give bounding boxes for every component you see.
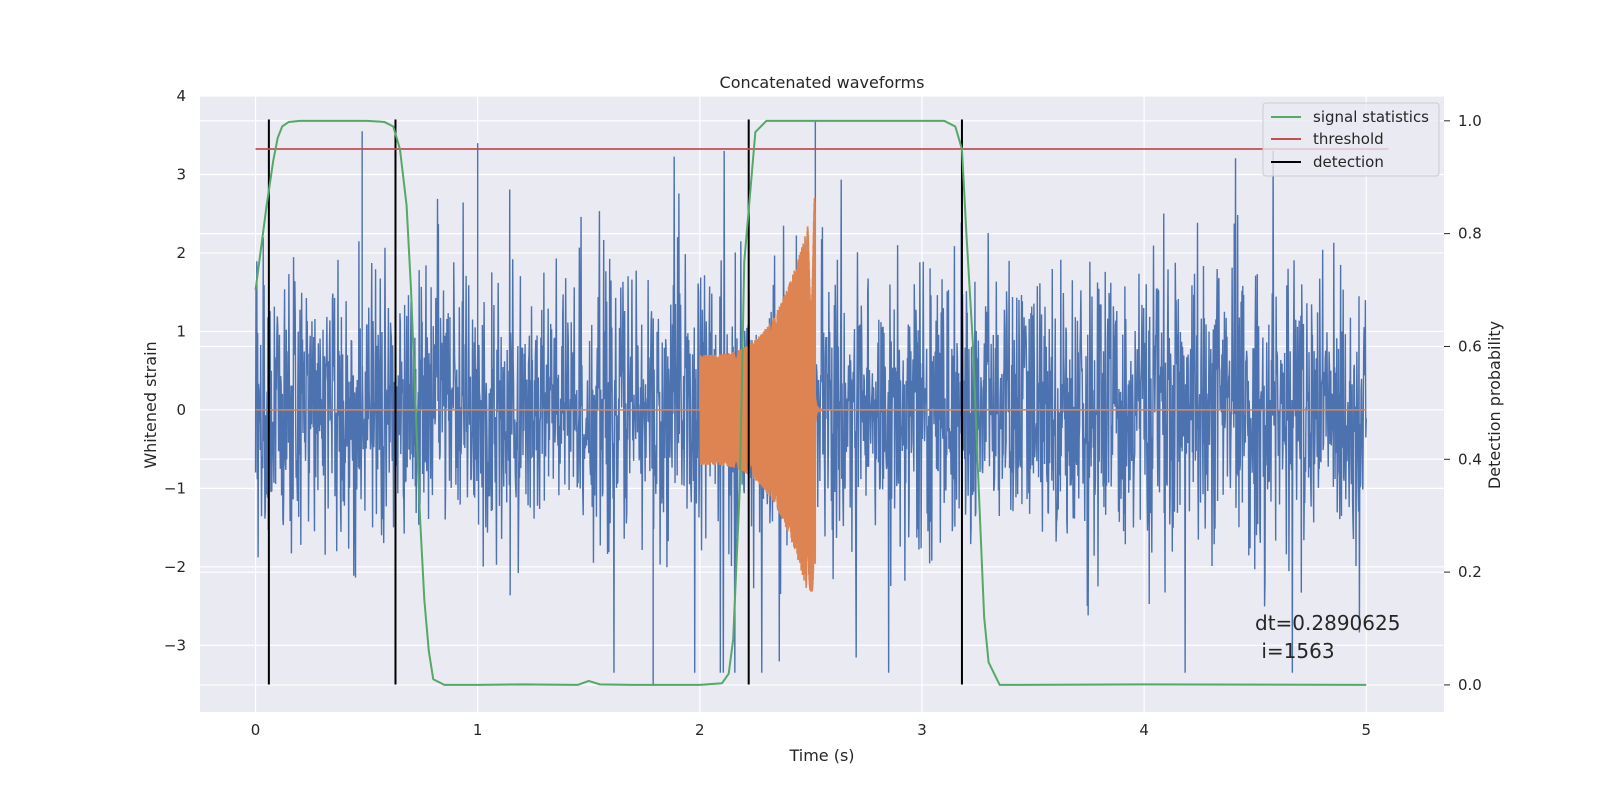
y2-tick-label: 0.2 xyxy=(1458,563,1482,581)
y-tick-label: −2 xyxy=(164,558,186,576)
y-ticks: −3 −2 −1 0 1 2 3 4 xyxy=(164,87,186,654)
series-signal-statistics xyxy=(254,119,1367,686)
annotation-dt: dt=0.2890625 xyxy=(1255,611,1400,635)
y-tick-label: 0 xyxy=(176,401,186,419)
y-tick-label: 1 xyxy=(176,322,186,340)
legend-box xyxy=(1262,102,1440,177)
x-tick-label: 3 xyxy=(917,721,927,739)
y2-tick-label: 0.4 xyxy=(1458,450,1482,468)
y2-ticks: 0.0 0.2 0.4 0.6 0.8 1.0 xyxy=(1444,112,1482,694)
y2-tick-label: 1.0 xyxy=(1458,112,1482,130)
y2-tick-label: 0.8 xyxy=(1458,225,1482,243)
y2-tick-label: 0.0 xyxy=(1458,676,1482,694)
x-tick-label: 0 xyxy=(251,721,261,739)
y2-tick-label: 0.6 xyxy=(1458,337,1482,355)
legend-label-signal-statistics: signal statistics xyxy=(1313,108,1429,126)
y2-axis-label: Detection probability xyxy=(1485,321,1504,489)
legend-label-threshold: threshold xyxy=(1313,130,1384,148)
y-tick-label: 2 xyxy=(176,244,186,262)
y-tick-label: −1 xyxy=(164,479,186,497)
x-tick-label: 1 xyxy=(473,721,483,739)
x-tick-label: 2 xyxy=(695,721,705,739)
x-axis-label: Time (s) xyxy=(788,746,854,765)
y-tick-label: 4 xyxy=(176,87,186,105)
series-layer xyxy=(254,119,1389,686)
legend-label-detection: detection xyxy=(1313,153,1384,171)
chart-title: Concatenated waveforms xyxy=(720,73,925,92)
series-template xyxy=(255,197,1367,592)
y-tick-label: −3 xyxy=(164,636,186,654)
x-ticks: 0 1 2 3 4 5 xyxy=(251,721,1371,739)
x-tick-label: 5 xyxy=(1361,721,1371,739)
y-tick-label: 3 xyxy=(176,165,186,183)
y-axis-label: Whitened strain xyxy=(141,341,160,468)
annotation-i: i=1563 xyxy=(1255,639,1335,663)
x-tick-label: 4 xyxy=(1139,721,1149,739)
legend: signal statistics threshold detection xyxy=(1262,102,1440,177)
